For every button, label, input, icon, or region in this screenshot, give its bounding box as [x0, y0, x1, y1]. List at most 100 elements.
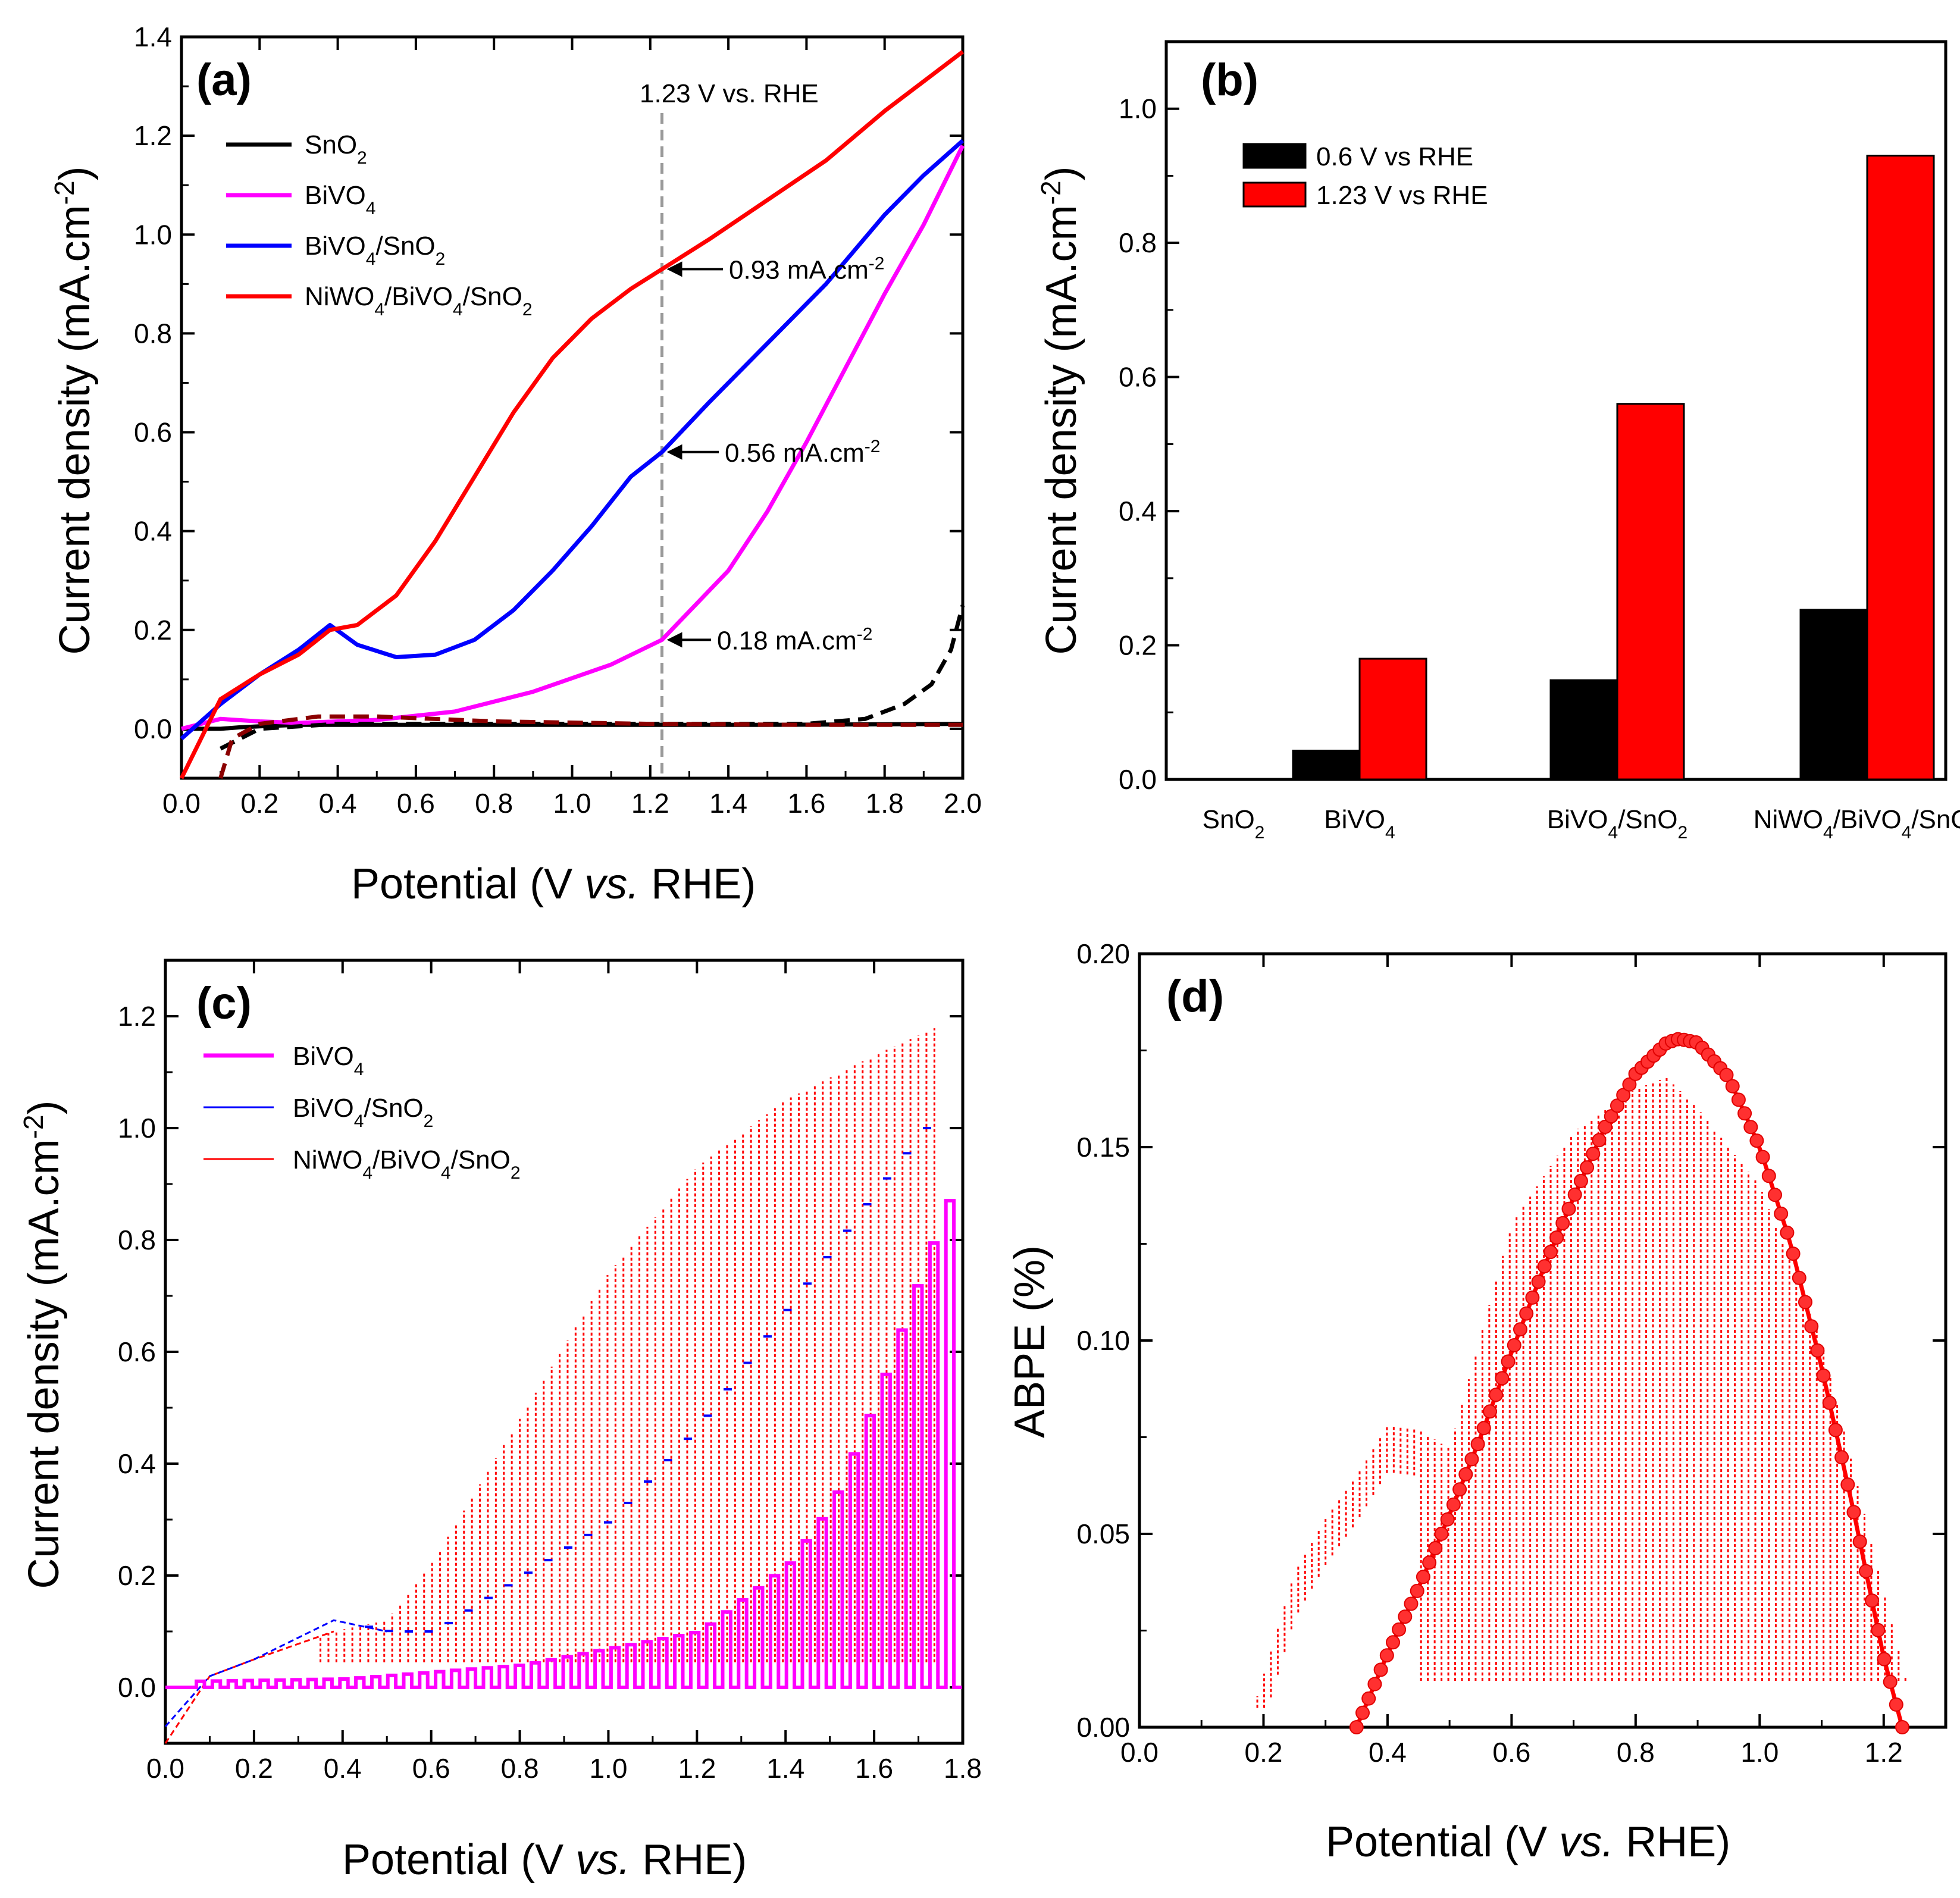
legend-c-niwo4-bivo4-sno2: NiWO4/BiVO4/SnO2 [293, 1145, 521, 1183]
abpe-point [1780, 1225, 1795, 1240]
x-tick-label: 2.0 [944, 788, 982, 819]
series-line-bivo4-sno2 [180, 139, 965, 741]
legend-06v: 0.6 V vs RHE [1316, 142, 1473, 171]
abpe-point [1834, 1450, 1849, 1465]
y-tick-label: 0.8 [134, 318, 172, 349]
x-tick-label: 1.6 [787, 788, 825, 819]
abpe-point [1525, 1290, 1540, 1305]
panel-b: (b) 0.0 0.2 0.4 0.6 0.8 1.0 0.6 V vs RHE 1.23… [1035, 40, 1960, 842]
panel-d: (d) 0.00 0.05 0.10 0.15 0.20 0.0 0.2 0.4 0.6 0.8 1… [1006, 938, 1948, 1866]
abpe-point [1592, 1133, 1607, 1148]
abpe-point [1373, 1662, 1388, 1677]
abpe-point [1610, 1098, 1624, 1113]
x-tick-label: 0.0 [1120, 1737, 1159, 1768]
y-tick-label: 1.0 [1119, 93, 1157, 124]
panel-a-label: (a) [196, 55, 252, 105]
x-tick-label: 0.0 [146, 1753, 184, 1784]
panel-a-legend: SnO2 BiVO4 BiVO4/SnO2 NiWO4/BiVO4/SnO2 [226, 130, 533, 320]
y-tick-label: 0.4 [134, 516, 172, 547]
annotation-label: 0.93 mA.cm-2 [729, 253, 884, 285]
abpe-point [1731, 1092, 1746, 1107]
cat-label-bivo4-sno2: BiVO4/SnO2 [1547, 805, 1687, 842]
abpe-point [1513, 1322, 1527, 1337]
x-tick-label: 1.2 [678, 1753, 716, 1784]
y-tick-label: 0.15 [1076, 1132, 1130, 1163]
y-tick-label: 1.4 [134, 21, 172, 52]
y-tick-label: 1.2 [118, 1001, 156, 1032]
legend-c-bivo4-sno2: BiVO4/SnO2 [293, 1094, 433, 1131]
panel-c-xlabel: Potential (V vs. RHE) [342, 1836, 747, 1884]
y-tick-label: 0.0 [134, 713, 172, 744]
abpe-point [1361, 1691, 1376, 1706]
abpe-point [1355, 1705, 1370, 1720]
x-tick-label: 1.2 [1865, 1737, 1903, 1768]
abpe-point [1404, 1596, 1419, 1611]
abpe-point [1434, 1526, 1449, 1541]
series-line-bivo4 [181, 145, 965, 731]
abpe-point [1840, 1477, 1855, 1492]
abpe-point [1865, 1593, 1880, 1608]
abpe-point [1476, 1421, 1491, 1436]
x-tick-label: 0.2 [240, 788, 278, 819]
annotation-arrowhead [666, 261, 682, 277]
y-tick-label: 1.2 [134, 120, 172, 151]
panel-b-legend: 0.6 V vs RHE 1.23 V vs RHE [1242, 142, 1488, 210]
abpe-point [1743, 1120, 1758, 1135]
abpe-point [1755, 1150, 1770, 1164]
bar-06v-2 [1549, 679, 1618, 781]
legend-bivo4: BiVO4 [305, 181, 375, 218]
abpe-point [1737, 1106, 1752, 1121]
x-tick-label: 0.4 [319, 788, 357, 819]
abpe-point [1798, 1295, 1812, 1310]
x-tick-label: 0.8 [475, 788, 513, 819]
y-tick-label: 0.2 [1119, 630, 1157, 661]
abpe-point [1877, 1652, 1892, 1667]
x-tick-label: 0.6 [412, 1753, 450, 1784]
abpe-point [1452, 1482, 1467, 1497]
panel-d-label: (d) [1166, 971, 1224, 1022]
y-tick-label: 0.0 [118, 1672, 156, 1703]
x-tick-label: 0.8 [501, 1753, 539, 1784]
abpe-point [1464, 1452, 1479, 1467]
abpe-point [1489, 1388, 1504, 1402]
panel-b-ylabel: Current density (mA.cm-2) [1035, 166, 1085, 654]
panel-c: (c) 0.0 0.2 0.4 0.6 0.8 1.0 1.2 0.0 0.2 0.4 0.6 0.8… [18, 959, 982, 1884]
abpe-point [1616, 1088, 1631, 1103]
abpe-point [1349, 1720, 1364, 1734]
x-tick-label: 0.2 [235, 1753, 273, 1784]
abpe-point [1598, 1119, 1613, 1134]
y-tick-label: 1.0 [118, 1113, 156, 1144]
abpe-point [1804, 1319, 1819, 1334]
legend-c-bivo4: BiVO4 [293, 1042, 364, 1079]
panel-a-ylabel: Current density (mA.cm-2) [49, 166, 99, 654]
abpe-point [1386, 1635, 1400, 1650]
x-tick-label: 1.8 [944, 1753, 982, 1784]
y-tick-label: 0.4 [1119, 496, 1157, 527]
panel-a: (a) 0.0 0.2 0.4 0.6 0.8 1.0 1.2 1.4 0.0 0.2 0.4 0.6… [49, 21, 982, 908]
cat-label-niwo4-bivo4-sno2: NiWO4/BiVO4/SnO2 [1754, 805, 1960, 842]
abpe-point [1507, 1338, 1521, 1352]
abpe-point [1858, 1564, 1873, 1578]
series-abpe-line [1354, 1037, 1905, 1728]
abpe-point [1725, 1079, 1740, 1094]
abpe-point [1895, 1720, 1909, 1734]
panel-c-ylabel: Current density (mA.cm-2) [18, 1100, 68, 1589]
panel-d-xlabel: Potential (V vs. RHE) [1326, 1818, 1730, 1866]
annotation-label: 0.18 mA.cm-2 [717, 624, 872, 656]
abpe-point [1410, 1583, 1424, 1598]
annotation-arrowhead [666, 444, 682, 460]
panel-b-label: (b) [1201, 55, 1258, 105]
abpe-point [1768, 1188, 1782, 1202]
abpe-point [1586, 1147, 1601, 1161]
x-tick-label: 1.2 [631, 788, 669, 819]
bar-123v-3 [1866, 155, 1935, 781]
series-line-niwo4-bivo4-sno2 [179, 50, 965, 779]
abpe-point [1774, 1206, 1789, 1221]
abpe-point [1398, 1609, 1413, 1624]
panel-c-label: (c) [196, 978, 252, 1029]
abpe-point [1749, 1133, 1764, 1148]
abpe-point [1822, 1395, 1837, 1410]
legend-sno2: SnO2 [305, 130, 367, 168]
abpe-point [1367, 1677, 1382, 1692]
